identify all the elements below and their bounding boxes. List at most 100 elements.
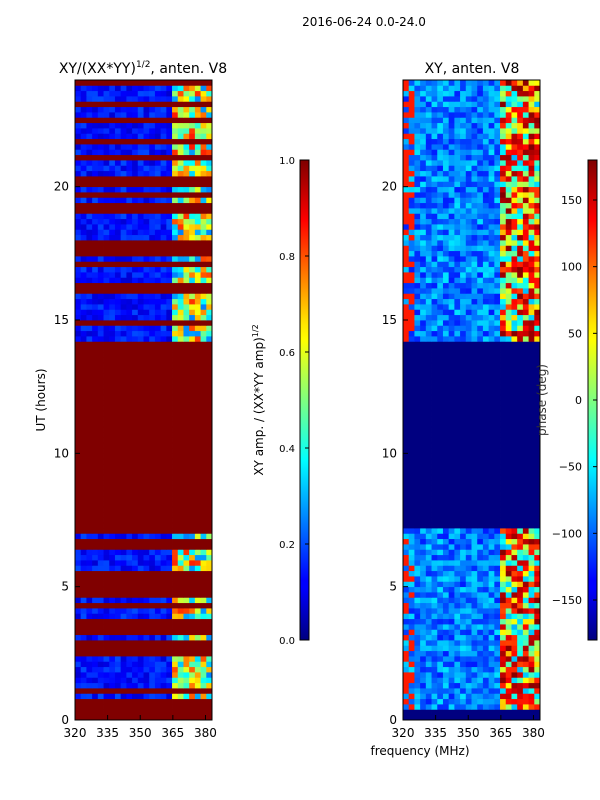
heatmap-cell <box>454 714 461 721</box>
heatmap-cell <box>149 538 156 545</box>
heatmap-cell <box>200 389 207 396</box>
heatmap-cell <box>189 229 196 236</box>
heatmap-cell <box>471 682 478 689</box>
heatmap-cell <box>137 224 144 230</box>
heatmap-cell <box>160 666 167 673</box>
heatmap-cell <box>126 229 133 236</box>
heatmap-cell <box>511 389 518 396</box>
heatmap-cell <box>177 442 184 449</box>
suptitle: 2016-06-24 0.0-24.0 <box>302 15 426 29</box>
heatmap-cell <box>528 352 535 358</box>
heatmap-cell <box>143 298 150 305</box>
heatmap-cell <box>97 698 104 705</box>
heatmap-cell <box>92 682 99 689</box>
heatmap-cell <box>120 197 127 204</box>
heatmap-cell <box>189 288 196 294</box>
heatmap-cell <box>528 608 535 614</box>
heatmap-cell <box>172 592 179 598</box>
heatmap-cell <box>488 586 495 593</box>
heatmap-cell <box>511 448 518 454</box>
heatmap-cell <box>414 666 421 673</box>
heatmap-cell <box>177 218 184 225</box>
heatmap-cell <box>200 698 207 705</box>
heatmap-cell <box>200 373 207 380</box>
heatmap-cell <box>206 709 213 716</box>
heatmap-cell <box>75 698 82 705</box>
heatmap-cell <box>92 304 99 310</box>
heatmap-cell <box>454 352 461 358</box>
heatmap-cell <box>80 144 87 150</box>
heatmap-cell <box>448 672 455 678</box>
heatmap-cell <box>189 570 196 577</box>
heatmap-cell <box>206 90 213 97</box>
heatmap-cell <box>132 581 139 588</box>
heatmap-cell <box>505 624 512 630</box>
heatmap-cell <box>408 549 415 556</box>
heatmap-cell <box>137 645 144 652</box>
heatmap-cell <box>137 229 144 236</box>
heatmap-cell <box>500 490 507 497</box>
heatmap-cell <box>500 565 507 572</box>
heatmap-cell <box>482 650 490 657</box>
heatmap-cell <box>494 469 501 476</box>
heatmap-cell <box>80 186 87 193</box>
heatmap-cell <box>460 613 467 620</box>
heatmap-cell <box>488 517 495 524</box>
heatmap-cell <box>189 501 196 508</box>
heatmap-cell <box>183 709 190 716</box>
heatmap-cell <box>177 106 184 113</box>
heatmap-cell <box>511 709 518 716</box>
heatmap-cell <box>511 368 518 374</box>
heatmap-cell <box>97 560 104 566</box>
heatmap-cell <box>528 442 535 449</box>
heatmap-cell <box>477 389 484 396</box>
heatmap-cell <box>511 464 518 470</box>
heatmap-cell <box>194 181 201 188</box>
heatmap-cell <box>137 394 144 401</box>
heatmap-cell <box>149 517 156 524</box>
heatmap-cell <box>86 160 93 166</box>
heatmap-cell <box>414 554 421 561</box>
heatmap-cell <box>448 544 455 550</box>
heatmap-cell <box>160 186 167 193</box>
heatmap-cell <box>511 576 518 582</box>
heatmap-cell <box>206 528 213 534</box>
heatmap-cell <box>120 304 127 310</box>
heatmap-cell <box>177 597 184 604</box>
heatmap-cell <box>511 522 518 529</box>
heatmap-cell <box>460 485 467 492</box>
heatmap-cell <box>437 336 444 342</box>
heatmap-cell <box>160 522 167 529</box>
heatmap-cell <box>528 336 535 342</box>
heatmap-cell <box>494 288 501 294</box>
heatmap-cell <box>172 400 179 406</box>
heatmap-cell <box>454 650 461 657</box>
heatmap-cell <box>437 490 444 497</box>
heatmap-cell <box>465 666 472 673</box>
heatmap-cell <box>177 96 184 102</box>
heatmap-cell <box>454 330 461 337</box>
heatmap-cell <box>403 405 410 412</box>
heatmap-cell <box>86 202 93 209</box>
heatmap-cell <box>534 368 541 374</box>
heatmap-cell <box>477 314 484 321</box>
heatmap-cell <box>488 533 495 540</box>
heatmap-cell <box>132 586 139 593</box>
heatmap-cell <box>420 421 427 428</box>
heatmap-cell <box>92 117 99 124</box>
heatmap-cell <box>189 389 196 396</box>
heatmap-cell <box>177 362 184 369</box>
heatmap-cell <box>183 394 190 401</box>
heatmap-cell <box>172 96 179 102</box>
heatmap-cell <box>206 592 213 598</box>
heatmap-cell <box>194 176 201 182</box>
heatmap-cell <box>189 698 196 705</box>
heatmap-cell <box>166 282 173 289</box>
heatmap-cell <box>126 330 133 337</box>
heatmap-cell <box>149 293 156 300</box>
heatmap-cell <box>86 554 93 561</box>
heatmap-cell <box>172 234 179 241</box>
heatmap-cell <box>206 197 213 204</box>
heatmap-cell <box>109 90 116 97</box>
heatmap-cell <box>97 96 104 102</box>
